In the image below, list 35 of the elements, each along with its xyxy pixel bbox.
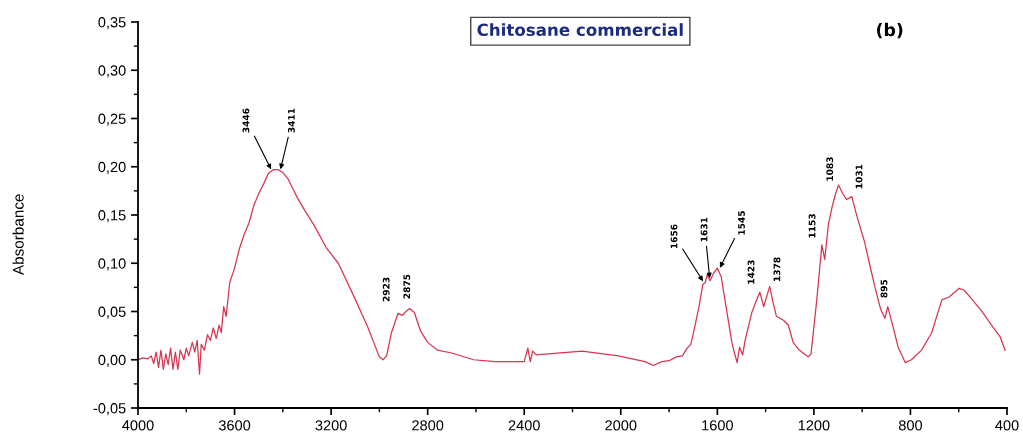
x-tick-label: 2400 bbox=[508, 420, 540, 431]
annotation: 2923 bbox=[382, 277, 390, 302]
annotation: 1083 bbox=[826, 157, 834, 181]
y-tick-label: 0,35 bbox=[98, 17, 126, 30]
y-axis-title: Absorbance bbox=[12, 194, 24, 276]
y-tick-label: 0,15 bbox=[98, 210, 126, 223]
annotation: 1378 bbox=[773, 257, 781, 281]
y-tick-label: 0,05 bbox=[98, 306, 126, 319]
y-tick-label: 0,25 bbox=[98, 113, 126, 126]
x-tick-label: 400 bbox=[995, 420, 1019, 431]
annotation: 895 bbox=[880, 279, 888, 298]
chart-title: Chitosane commercial bbox=[477, 23, 683, 37]
y-tick-label: 0,10 bbox=[98, 258, 126, 271]
x-tick-label: 2000 bbox=[605, 420, 637, 431]
annotation: 1153 bbox=[808, 214, 816, 238]
y-tick-label: -0,05 bbox=[93, 403, 126, 416]
y-tick-label: 0,30 bbox=[98, 65, 126, 78]
x-tick-label: 3200 bbox=[315, 420, 347, 431]
annotation: 2875 bbox=[403, 274, 411, 299]
annotation: 1423 bbox=[747, 260, 755, 284]
y-tick-label: 0,20 bbox=[98, 161, 126, 174]
x-tick-label: 1600 bbox=[702, 420, 733, 431]
x-tick-label: 4000 bbox=[122, 420, 154, 431]
annotation: 1545 bbox=[738, 211, 745, 235]
x-tick-label: 800 bbox=[898, 420, 923, 431]
x-tick-label: 1200 bbox=[798, 420, 830, 431]
annotation: 3446 bbox=[242, 108, 250, 133]
x-tick-label: 3600 bbox=[218, 420, 251, 431]
annotation: 1031 bbox=[855, 164, 863, 189]
annotation: 3411 bbox=[287, 108, 295, 133]
annotation: (b) bbox=[877, 22, 903, 39]
x-tick-label: 2800 bbox=[412, 420, 444, 431]
y-tick-label: 0,00 bbox=[98, 354, 126, 367]
annotation: 1631 bbox=[700, 217, 708, 242]
annotation: 1656 bbox=[670, 224, 678, 249]
